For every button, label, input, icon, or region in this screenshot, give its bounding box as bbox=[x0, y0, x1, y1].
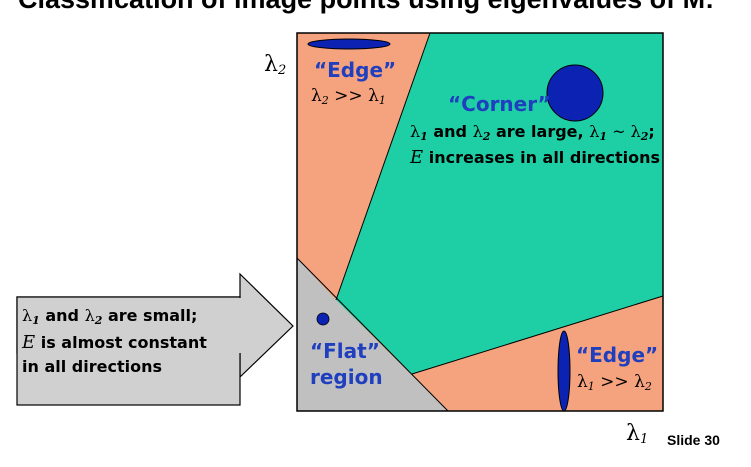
edge-vertical-ellipse bbox=[557, 330, 571, 412]
diagram-frame bbox=[296, 32, 664, 412]
edge-top-condition: λ2 >> λ1 bbox=[311, 86, 386, 107]
callout-sub-b: 2 bbox=[94, 314, 103, 327]
corner-and: and bbox=[427, 122, 473, 141]
y-axis-subscript: 2 bbox=[277, 63, 287, 78]
edge-bottom-op: >> bbox=[594, 372, 635, 392]
callout-line3: in all directions bbox=[22, 357, 162, 376]
edge-bottom-sub-b: 2 bbox=[644, 380, 652, 393]
x-axis-subscript: 1 bbox=[639, 432, 649, 447]
x-axis-lambda: λ bbox=[626, 421, 640, 446]
edge-bottom-sub-a: 1 bbox=[587, 380, 595, 393]
edge-top-lambda-b: λ bbox=[368, 86, 379, 106]
flat-label-line1: “Flat” bbox=[310, 339, 380, 363]
edge-bottom-label: “Edge” bbox=[576, 343, 659, 367]
edge-top-lambda-a: λ bbox=[311, 86, 322, 106]
callout-sub-a: 1 bbox=[32, 314, 40, 327]
callout-and: and bbox=[39, 306, 85, 325]
corner-circle bbox=[546, 64, 604, 122]
corner-semicolon: ; bbox=[648, 122, 655, 141]
edge-corner-boundary-top bbox=[335, 32, 431, 301]
edge-top-op: >> bbox=[328, 86, 369, 106]
corner-line2: E increases in all directions bbox=[410, 147, 660, 168]
callout-line2: E is almost constant bbox=[22, 332, 207, 353]
flat-region bbox=[297, 258, 448, 411]
corner-lambda-d: λ bbox=[630, 122, 641, 141]
edge-bottom-condition: λ1 >> λ2 bbox=[577, 372, 652, 393]
x-axis-label: λ1 bbox=[626, 421, 648, 447]
edge-horizontal-ellipse bbox=[307, 38, 391, 50]
edge-bottom-lambda-a: λ bbox=[577, 372, 588, 392]
callout-join-cover bbox=[236, 298, 242, 353]
callout-e: E bbox=[22, 332, 36, 353]
callout-lambda-a: λ bbox=[22, 306, 33, 325]
callout-line1: λ1 and λ2 are small; bbox=[22, 306, 197, 327]
corner-sub-a: 1 bbox=[420, 130, 428, 143]
edge-bottom-lambda-b: λ bbox=[634, 372, 645, 392]
corner-line1: λ1 and λ2 are large, λ1 ~ λ2; bbox=[410, 122, 655, 143]
callout-box bbox=[16, 296, 241, 406]
edge-corner-boundary-bottom bbox=[411, 295, 664, 375]
slide-title: Classification of image points using eig… bbox=[18, 0, 714, 15]
corner-sub-c: 1 bbox=[599, 130, 607, 143]
corner-sub-b: 2 bbox=[482, 130, 491, 143]
flat-dot bbox=[316, 312, 330, 326]
edge-top-label: “Edge” bbox=[314, 58, 397, 82]
corner-label: “Corner” bbox=[448, 92, 551, 116]
flat-label-line2: region bbox=[310, 365, 383, 389]
corner-sub-d: 2 bbox=[640, 130, 649, 143]
callout-are-small: are small; bbox=[102, 306, 198, 325]
corner-are-large: are large, bbox=[490, 122, 590, 141]
corner-lambda-b: λ bbox=[472, 122, 483, 141]
corner-lambda-a: λ bbox=[410, 122, 421, 141]
edge-top-sub-b: 1 bbox=[378, 94, 386, 107]
corner-lambda-c: λ bbox=[589, 122, 600, 141]
callout-lambda-b: λ bbox=[84, 306, 95, 325]
corner-increases: increases in all directions bbox=[423, 148, 661, 167]
edge-top-sub-a: 2 bbox=[321, 94, 329, 107]
y-axis-label: λ2 bbox=[264, 52, 286, 78]
slide-number: Slide 30 bbox=[667, 432, 720, 448]
y-axis-lambda: λ bbox=[264, 52, 278, 77]
flat-boundary bbox=[296, 257, 449, 412]
corner-e: E bbox=[410, 147, 424, 168]
corner-tilde: ~ bbox=[606, 122, 631, 141]
callout-almost-constant: is almost constant bbox=[35, 333, 207, 352]
